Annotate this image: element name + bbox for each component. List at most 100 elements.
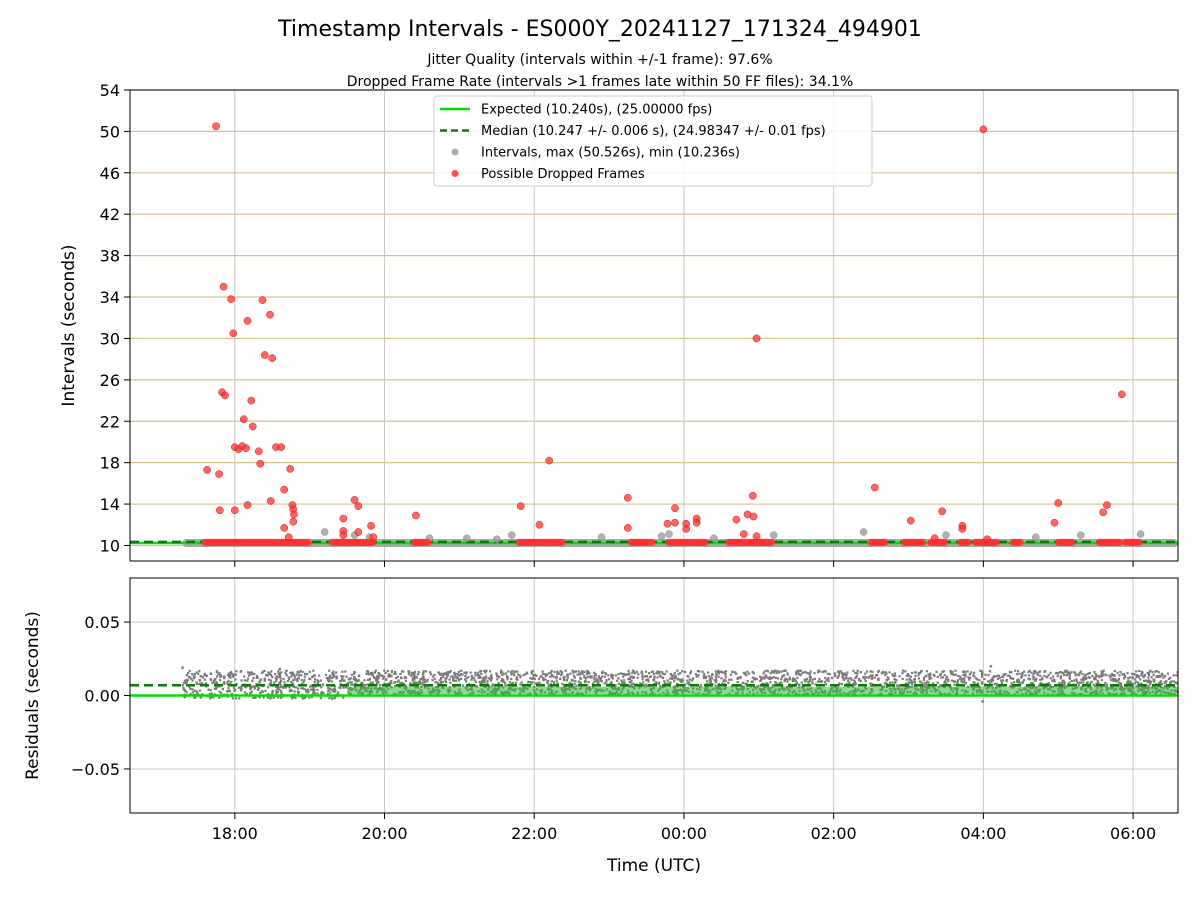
residual-point <box>706 671 710 674</box>
residual-point <box>577 670 580 673</box>
residual-point <box>760 677 763 680</box>
residual-point <box>352 677 355 681</box>
residual-point <box>681 670 684 673</box>
residual-point <box>711 682 714 686</box>
residual-point <box>859 671 862 674</box>
residual-point <box>417 671 420 674</box>
residual-point <box>595 677 598 680</box>
residual-point <box>1016 680 1019 684</box>
residual-point <box>915 671 918 674</box>
residual-point <box>947 678 950 681</box>
residual-point <box>1031 681 1034 684</box>
residual-point <box>1061 672 1065 675</box>
residual-point <box>923 681 926 685</box>
residual-point <box>199 679 202 682</box>
residual-point <box>252 676 255 680</box>
residual-point <box>300 695 303 699</box>
residual-point <box>654 681 658 684</box>
residual-point <box>348 692 351 696</box>
residual-point <box>283 681 286 684</box>
residual-point <box>886 676 889 679</box>
residual-point <box>775 671 778 674</box>
residual-point <box>353 678 357 682</box>
residual-point <box>499 671 503 674</box>
residual-point <box>1105 674 1108 677</box>
residual-point <box>324 673 328 677</box>
residual-point <box>663 672 666 676</box>
residual-point <box>711 673 714 676</box>
residual-point <box>586 669 589 673</box>
residual-point <box>901 669 905 672</box>
residual-point <box>920 681 923 684</box>
residual-point <box>648 675 652 678</box>
residual-point <box>510 677 513 681</box>
residual-point <box>1077 684 1081 687</box>
residual-point <box>506 684 509 687</box>
residual-point <box>228 674 232 677</box>
residual-point <box>1065 674 1068 677</box>
residual-point <box>1034 692 1038 696</box>
residual-point <box>782 669 785 672</box>
residual-point <box>198 682 201 686</box>
residual-point <box>766 676 769 679</box>
residual-point <box>312 669 315 672</box>
residual-point <box>413 670 417 674</box>
residual-point <box>292 674 296 677</box>
residual-point <box>474 680 478 684</box>
residual-point <box>1052 678 1055 681</box>
residual-point <box>274 677 278 680</box>
residual-point <box>1048 683 1052 687</box>
residual-point <box>1114 678 1117 681</box>
residual-point <box>250 672 253 676</box>
residual-point <box>956 679 960 682</box>
dropped-frame-point <box>701 538 709 546</box>
residual-point <box>1005 678 1008 682</box>
dropped-frame-point <box>289 517 298 526</box>
residual-point <box>504 672 507 675</box>
residual-point <box>610 682 613 685</box>
residual-point <box>1010 684 1013 688</box>
residual-point <box>736 677 739 680</box>
residual-point <box>383 675 386 678</box>
residual-point <box>228 682 231 686</box>
residual-point <box>215 682 219 685</box>
residual-point <box>698 670 701 673</box>
dropped-frame-point <box>748 491 757 500</box>
residual-point <box>997 674 1001 677</box>
residual-point <box>809 670 812 673</box>
residual-point <box>630 685 633 688</box>
interval-point <box>508 531 516 539</box>
residual-point <box>390 681 393 685</box>
residual-point <box>1163 685 1167 688</box>
residual-point <box>573 674 576 677</box>
residual-point <box>235 697 238 700</box>
residual-point <box>390 674 393 678</box>
residual-point <box>605 679 608 682</box>
residual-point <box>316 688 319 692</box>
residual-point <box>203 673 206 677</box>
residual-point <box>834 674 837 678</box>
residual-point <box>991 677 994 680</box>
residual-point <box>661 671 664 674</box>
residual-point <box>265 673 268 677</box>
residual-point <box>366 683 369 686</box>
residual-point <box>846 671 849 674</box>
residual-point <box>941 676 944 679</box>
residual-point <box>461 684 465 687</box>
residual-point <box>341 677 344 680</box>
residual-point <box>577 680 581 683</box>
residual-point <box>869 674 872 677</box>
residual-point <box>774 677 777 680</box>
residual-point <box>229 676 232 679</box>
residual-point <box>264 689 267 693</box>
residual-point <box>1165 680 1168 683</box>
residual-point <box>263 669 266 673</box>
residual-point <box>759 675 762 678</box>
residual-point <box>381 674 384 677</box>
residual-point <box>266 674 269 677</box>
dropped-frame-point <box>623 494 632 502</box>
residual-point <box>429 673 433 676</box>
residual-point <box>1082 681 1085 684</box>
residual-point <box>474 684 477 687</box>
residual-point <box>442 675 445 678</box>
